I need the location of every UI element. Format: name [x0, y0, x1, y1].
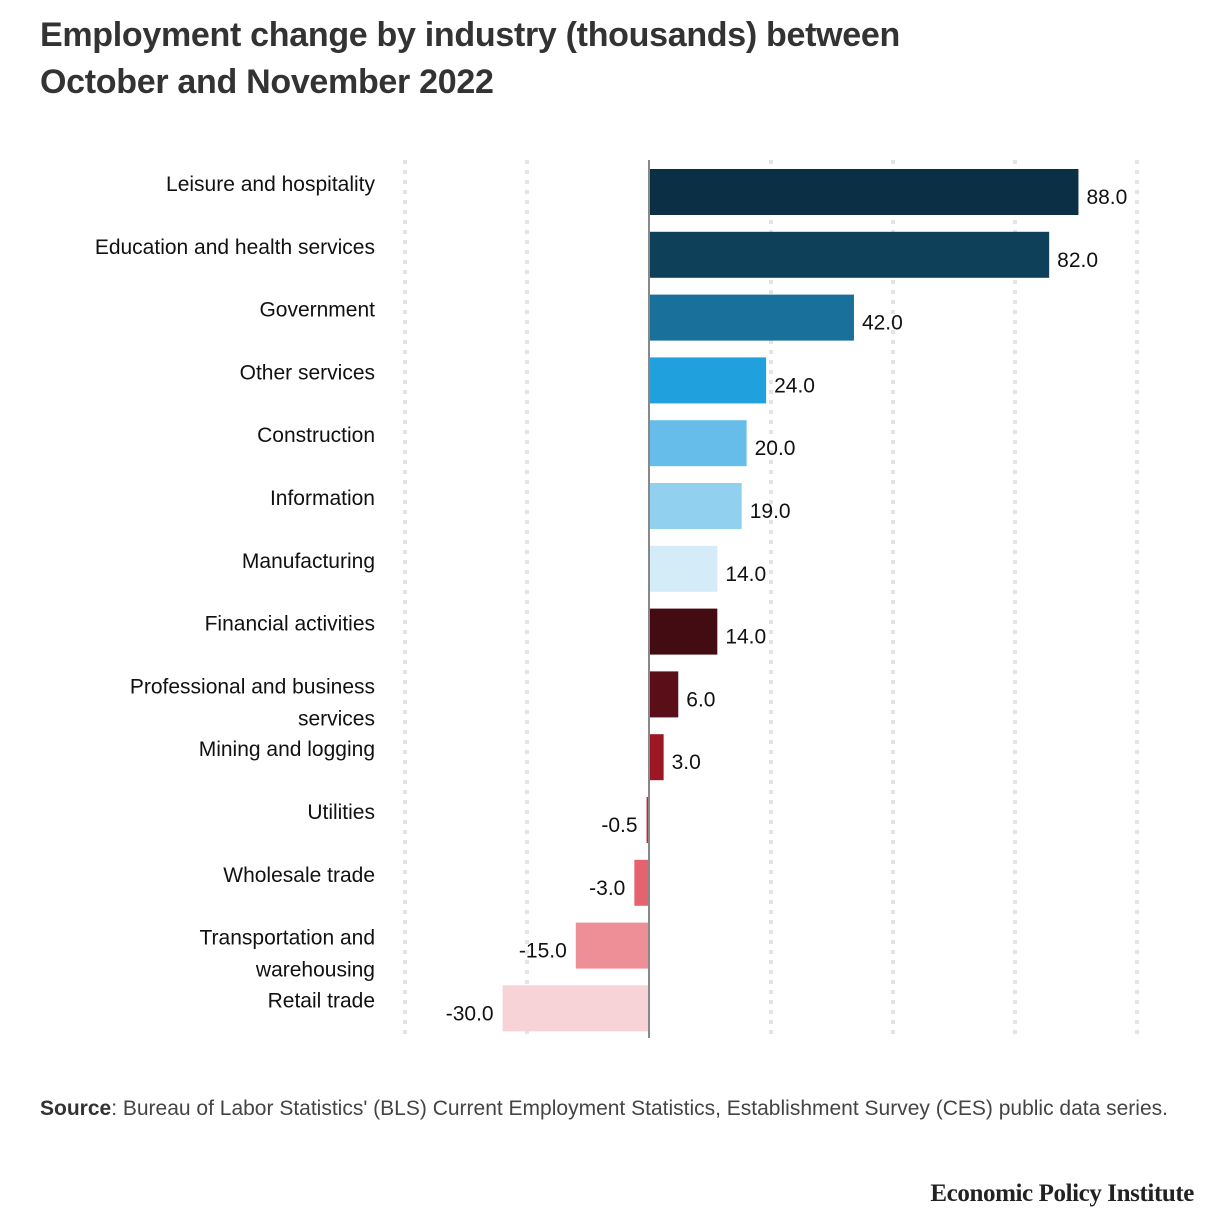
value-label: 14.0 — [725, 626, 766, 649]
bar — [649, 420, 747, 467]
bar-chart: Leisure and hospitality Education and hea… — [95, 160, 1139, 1038]
category-label: warehousing — [255, 959, 375, 982]
bar — [634, 859, 649, 906]
category-label: Financial activities — [205, 613, 375, 636]
source-text: : Bureau of Labor Statistics' (BLS) Curr… — [111, 1097, 1168, 1120]
category-label: Information — [270, 487, 375, 510]
value-label: -3.0 — [589, 877, 625, 900]
category-label: Professional and business — [130, 675, 375, 698]
value-label: -30.0 — [446, 1002, 494, 1025]
value-label: 88.0 — [1086, 186, 1127, 209]
category-label: Utilities — [307, 801, 375, 824]
value-label: 14.0 — [725, 563, 766, 586]
bar — [649, 483, 742, 529]
category-label: Transportation and — [200, 927, 376, 950]
chart-title-line-1: Employment change by industry (thousands… — [40, 16, 900, 54]
bar — [649, 734, 664, 781]
bar — [649, 545, 718, 592]
value-label: 19.0 — [750, 500, 791, 523]
value-label: 3.0 — [672, 751, 701, 774]
bar — [649, 169, 1079, 215]
category-label: Government — [259, 299, 375, 322]
value-label: 20.0 — [755, 437, 796, 460]
value-label: -0.5 — [601, 814, 637, 837]
chart-title: Employment change by industry (thousands… — [40, 12, 1180, 106]
bar — [646, 797, 649, 843]
brand-logo: Economic Policy Institute — [930, 1180, 1194, 1207]
value-label: 42.0 — [862, 312, 903, 335]
bar — [502, 985, 649, 1032]
category-label: Education and health services — [95, 236, 375, 259]
category-label: Other services — [240, 361, 375, 384]
value-label: 82.0 — [1057, 249, 1098, 272]
bar — [649, 231, 1050, 278]
category-label: Wholesale trade — [223, 864, 375, 887]
category-label: Leisure and hospitality — [166, 173, 375, 196]
category-label: Manufacturing — [242, 550, 375, 573]
bar — [575, 922, 649, 969]
value-label: 6.0 — [686, 688, 715, 711]
bar — [649, 671, 679, 718]
chart-title-line-2: October and November 2022 — [40, 63, 494, 101]
bar — [649, 608, 718, 655]
gridlines — [403, 160, 1139, 1038]
category-labels: Leisure and hospitality Education and hea… — [95, 173, 376, 1012]
source-label: Source — [40, 1097, 112, 1120]
category-label: services — [298, 707, 375, 730]
value-label: 24.0 — [774, 374, 815, 397]
category-label: Construction — [257, 424, 375, 447]
value-label: -15.0 — [519, 940, 567, 963]
value-labels: 88.0 82.0 42.0 24.0 20.0 19.0 14.0 14.0 6.0 3.0 -0… — [446, 186, 1128, 1025]
category-label: Mining and logging — [199, 738, 375, 761]
bar — [649, 357, 767, 404]
category-label: Retail trade — [268, 989, 375, 1012]
source-note: Source: Bureau of Labor Statistics' (BLS… — [40, 1093, 1180, 1125]
bar — [649, 294, 854, 341]
bars — [502, 169, 1079, 1032]
